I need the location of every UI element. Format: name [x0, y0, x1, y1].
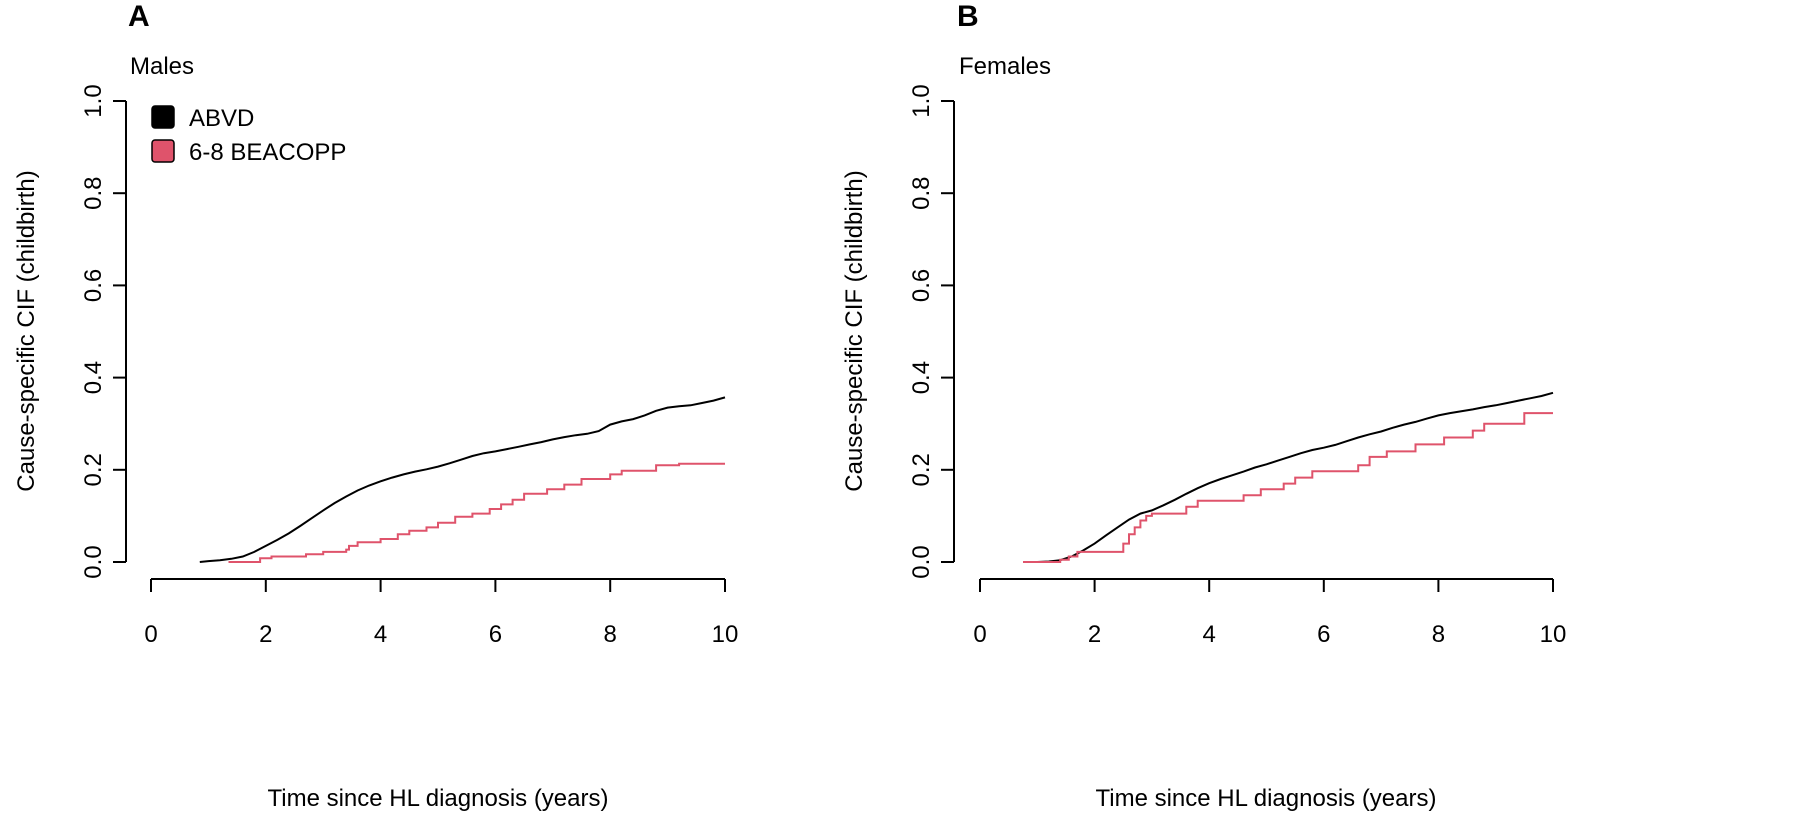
- x-tick-label-a: 10: [712, 621, 739, 648]
- x-tick-label-b: 10: [1540, 621, 1567, 648]
- y-axis-title-b: Cause-specific CIF (childbirth): [841, 170, 868, 491]
- series-line-6-8-beacopp-a: [228, 462, 725, 563]
- panel-a: A Males Time since HL diagnosis (years) …: [13, 0, 738, 812]
- x-tick-label-b: 4: [1203, 621, 1216, 648]
- x-tick-label-b: 2: [1088, 621, 1101, 648]
- legend-label-beacopp: 6-8 BEACOPP: [189, 139, 346, 166]
- y-tick-label-b: 0.8: [908, 177, 935, 210]
- panel-label-b: B: [957, 0, 979, 33]
- panel-b: B Females Time since HL diagnosis (years…: [841, 0, 1566, 812]
- panel-title-males: Males: [130, 53, 194, 80]
- series-line-6-8-beacopp-b: [1023, 412, 1553, 563]
- series-layer-b: [1023, 391, 1554, 563]
- y-tick-label-b: 0.6: [908, 269, 935, 302]
- y-tick-label-b: 0.2: [908, 453, 935, 486]
- panel-label-a: A: [128, 0, 150, 33]
- panel-title-females: Females: [959, 53, 1051, 80]
- x-tick-label-a: 6: [489, 621, 502, 648]
- legend-swatch-abvd: [151, 105, 175, 129]
- x-axis-title-b: Time since HL diagnosis (years): [1095, 785, 1436, 812]
- x-tick-label-a: 8: [604, 621, 617, 648]
- y-axis-title-a: Cause-specific CIF (childbirth): [13, 170, 40, 491]
- y-tick-label-a: 0.8: [80, 177, 107, 210]
- y-tick-label-b: 0.4: [908, 361, 935, 394]
- x-tick-label-b: 0: [973, 621, 986, 648]
- x-tick-label-a: 2: [259, 621, 272, 648]
- x-tick-label-a: 0: [144, 621, 157, 648]
- axes-a: 0 2 4 6 8 10 0.0 0.2 0.4 0.6 0.8 1.0: [80, 84, 738, 648]
- y-tick-label-a: 0.6: [80, 269, 107, 302]
- y-tick-label-a: 0.4: [80, 361, 107, 394]
- series-line-abvd-b: [1023, 391, 1554, 563]
- y-tick-label-a: 1.0: [80, 84, 107, 117]
- x-tick-label-b: 8: [1432, 621, 1445, 648]
- x-tick-label-b: 6: [1317, 621, 1330, 648]
- y-tick-label-a: 0.2: [80, 453, 107, 486]
- y-tick-label-b: 0.0: [908, 545, 935, 578]
- x-tick-label-a: 4: [374, 621, 387, 648]
- legend: ABVD 6-8 BEACOPP: [151, 105, 346, 166]
- axes-b: 0 2 4 6 8 10 0.0 0.2 0.4 0.6 0.8 1.0: [908, 84, 1566, 648]
- y-tick-label-b: 1.0: [908, 84, 935, 117]
- y-tick-label-a: 0.0: [80, 545, 107, 578]
- legend-swatch-beacopp: [151, 139, 175, 163]
- series-layer-a: [199, 396, 726, 563]
- legend-label-abvd: ABVD: [189, 105, 254, 132]
- x-axis-title-a: Time since HL diagnosis (years): [267, 785, 608, 812]
- series-line-abvd-a: [199, 396, 726, 563]
